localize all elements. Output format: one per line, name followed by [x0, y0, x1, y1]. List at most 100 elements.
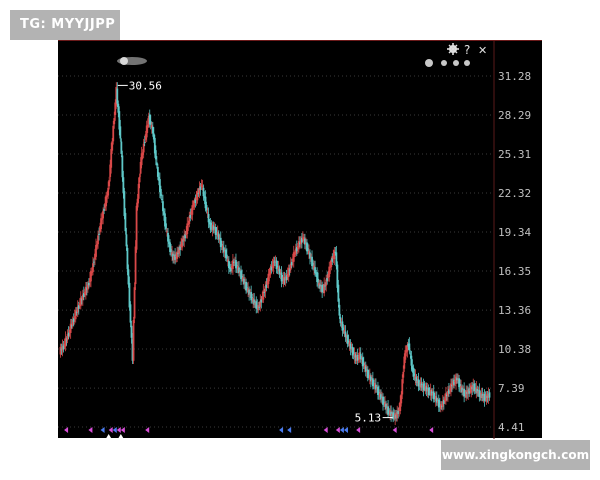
candle-body — [352, 352, 355, 355]
candle-body — [61, 345, 64, 351]
candle-body — [266, 280, 269, 285]
help-icon[interactable]: ? — [464, 43, 470, 57]
candle-body — [160, 189, 162, 196]
candle-body — [487, 393, 490, 399]
candle-body — [207, 213, 210, 223]
candle-body — [259, 300, 262, 307]
candle-body — [384, 402, 386, 407]
candle-body — [353, 353, 356, 358]
candle-body — [475, 387, 478, 393]
candle-body — [92, 263, 94, 272]
candle-body — [152, 133, 155, 140]
candle-body — [457, 379, 459, 381]
candle-body — [251, 297, 254, 300]
candle-body — [423, 387, 426, 389]
candle-body — [264, 286, 267, 293]
signal-marker-icon — [64, 427, 69, 433]
candle-body — [59, 346, 62, 355]
candle-body — [85, 288, 88, 290]
candle-body — [333, 250, 336, 260]
max-price-label: 30.56 — [129, 79, 162, 92]
candle-body — [480, 392, 483, 398]
close-icon[interactable]: ✕ — [478, 44, 487, 57]
candle-body — [75, 311, 78, 313]
y-tick-label: 28.29 — [498, 109, 531, 122]
candle-body — [102, 210, 105, 219]
candle-body — [110, 149, 113, 168]
candle-body — [439, 404, 442, 410]
legend-blur-right — [425, 59, 470, 67]
candle-body — [471, 387, 474, 390]
candle-body — [418, 383, 421, 385]
signal-marker-icon — [116, 427, 121, 433]
candle-body — [396, 412, 399, 419]
candle-body — [232, 260, 234, 269]
candle-body — [454, 380, 456, 382]
candle-body — [376, 388, 378, 390]
candle-body — [221, 245, 224, 250]
signal-marker-icon — [279, 427, 284, 433]
candle-body — [119, 126, 122, 139]
candle-body — [386, 407, 388, 410]
candle-body — [213, 228, 216, 231]
candle-body — [393, 415, 396, 417]
candle-body — [137, 183, 140, 199]
candle-body — [74, 310, 77, 320]
candle-body — [444, 393, 447, 402]
candle-body — [322, 288, 325, 290]
candle-body — [147, 115, 150, 125]
candle-body — [466, 391, 469, 395]
candle-body — [379, 392, 381, 397]
candle-body — [256, 305, 259, 307]
candle-body — [401, 379, 404, 395]
candle-body — [143, 142, 146, 144]
candle-body — [183, 235, 186, 242]
signal-marker-icon — [392, 427, 397, 433]
candle-body — [165, 223, 167, 229]
candle-body — [436, 401, 439, 403]
candle-body — [373, 383, 376, 388]
candle-body — [325, 279, 328, 286]
candle-body — [434, 396, 437, 401]
candle-body — [72, 318, 75, 322]
candle-body — [286, 273, 289, 277]
y-tick-label: 10.38 — [498, 343, 531, 356]
y-tick-label: 22.32 — [498, 187, 531, 200]
candle-body — [299, 239, 302, 245]
candle-body — [188, 216, 191, 224]
candle-body — [451, 385, 453, 387]
y-tick-label: 31.28 — [498, 70, 531, 83]
candle-body — [178, 247, 181, 254]
candle-body — [482, 395, 485, 399]
candle-body — [78, 303, 81, 306]
candle-body — [281, 278, 284, 281]
candle-body — [486, 395, 489, 399]
candle-body — [254, 302, 257, 305]
candle-body — [243, 278, 245, 285]
gear-icon[interactable] — [447, 43, 459, 55]
candle-body — [93, 261, 95, 263]
stock-chart-window[interactable]: 31.28 28.29 25.31 22.32 19.34 16.35 13.36 10.38… — [58, 40, 542, 439]
candle-body — [117, 103, 120, 113]
candle-body — [272, 260, 275, 269]
candlestick-chart[interactable]: 31.28 28.29 25.31 22.32 19.34 16.35 13.36 10.38… — [58, 41, 542, 439]
candle-body — [289, 263, 292, 270]
candle-body — [118, 111, 121, 130]
candle-body — [185, 230, 188, 236]
candle-body — [250, 292, 253, 301]
candle-body — [164, 213, 166, 227]
candle-body — [295, 246, 298, 252]
candle-body — [120, 141, 123, 154]
candle-body — [327, 273, 330, 279]
candle-body — [125, 234, 128, 247]
candle-body — [146, 124, 149, 128]
candle-body — [161, 199, 163, 201]
candle-body — [180, 244, 183, 247]
candle-body — [402, 371, 405, 378]
candle-body — [346, 335, 349, 345]
candle-body — [280, 272, 283, 282]
candle-body — [430, 391, 433, 396]
candle-body — [211, 224, 214, 231]
candle-body — [337, 284, 340, 302]
candle-body — [60, 348, 63, 351]
